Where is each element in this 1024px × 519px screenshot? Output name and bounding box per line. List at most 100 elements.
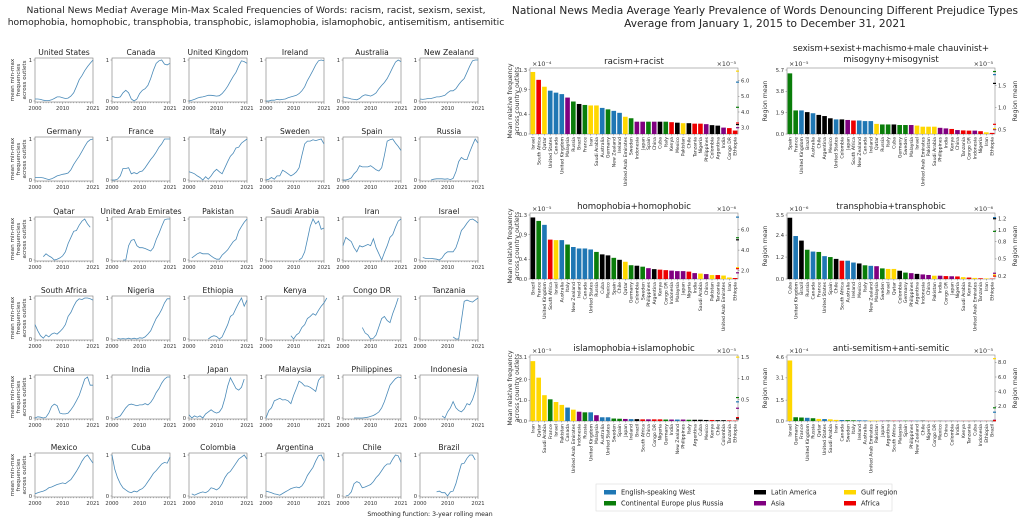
category-label: Ethiopia [733, 137, 739, 156]
category-label: Italy [851, 424, 857, 434]
panel-title: Congo DR [353, 286, 391, 295]
x-tick-label: 2010 [364, 423, 377, 429]
bar [903, 272, 908, 279]
y-tick-label: 3.1 [776, 376, 784, 382]
y-tick-label: 1 [183, 375, 186, 381]
bar [885, 268, 891, 279]
right-tick-label: 8.0 [998, 360, 1006, 366]
category-label: Sweden [880, 282, 886, 300]
category-label: Ireland [868, 137, 874, 153]
category-label: Tanzania [727, 424, 733, 445]
category-label: Brazil [805, 137, 811, 150]
bar [692, 123, 697, 134]
x-tick-label: 2010 [441, 265, 454, 271]
panel-frame [111, 295, 171, 341]
panel-title: Israel [439, 207, 460, 216]
right-tick-label: 1.0 [741, 376, 749, 382]
category-label: Germany [903, 282, 909, 303]
y-tick-label: 0 [183, 494, 186, 500]
category-label: Spain [611, 282, 617, 295]
category-label: Pakistan [710, 282, 716, 301]
category-label: Malaysia [565, 137, 571, 157]
category-label: Ireland [857, 424, 863, 440]
y-axis-label-line: mean min-max [10, 453, 16, 496]
bar [799, 110, 804, 134]
bar [709, 419, 715, 421]
bar-panel-title: racism+racist [604, 57, 664, 67]
bar [978, 278, 983, 279]
category-label: Philippines [646, 281, 652, 306]
category-label: Sweden [640, 282, 646, 300]
x-tick-label: 2010 [210, 265, 223, 271]
right-tick-label: 4.0 [998, 389, 1006, 395]
y-tick-label: 2.4 [776, 233, 785, 239]
x-tick-label: 2000 [413, 501, 426, 507]
category-label: Congo DR [727, 136, 733, 160]
bar [605, 417, 611, 421]
panel-frame [111, 216, 171, 262]
y-tick-label: 1 [414, 375, 417, 381]
series-line [265, 454, 325, 496]
bar [862, 420, 868, 421]
x-tick-label: 2021 [394, 501, 407, 507]
y-tick-label: 0 [29, 416, 32, 422]
category-label: India [955, 424, 961, 435]
category-label: India [692, 282, 698, 293]
category-label: United Arab Emirates [571, 423, 577, 473]
category-label: South Africa [851, 137, 857, 165]
category-label: Qatar [892, 282, 898, 295]
x-tick-label: 2010 [287, 265, 300, 271]
category-label: Tanzania [692, 137, 698, 158]
x-tick-label: 2000 [28, 344, 41, 350]
bar [536, 377, 541, 421]
panel-title: Nigeria [127, 286, 154, 295]
x-tick-label: 2010 [56, 106, 69, 112]
y-tick-label: 1 [260, 296, 263, 302]
bar [576, 411, 582, 421]
left-scale-label: ×10⁻⁴ [789, 347, 809, 355]
x-tick-label: 2021 [394, 423, 407, 429]
y-axis-label-line: across outlets [22, 219, 28, 258]
category-label: Tanzania [978, 282, 984, 303]
category-label: United States [834, 136, 840, 168]
bar [542, 86, 547, 134]
bar [833, 419, 839, 421]
x-tick-label: 2000 [182, 106, 195, 112]
line-panel: Iran 2000 2010 2021 0 1 [336, 207, 407, 271]
y-axis-label-line: mean min-max [10, 58, 16, 101]
category-label: Tanzania [967, 424, 973, 445]
bar-panel: homophobia+homophobic ×10⁻⁵ ×10⁻⁶ 0.0 0.4 0.9… [507, 202, 749, 331]
category-label: Malaysia [874, 282, 880, 302]
x-tick-label: 2010 [364, 185, 377, 191]
legend-item: Gulf region [844, 489, 897, 497]
smoothing-note: Smoothing function: 3-year rolling mean [367, 511, 492, 518]
category-label: Brazil [531, 282, 537, 295]
series-line [419, 59, 478, 100]
y-tick-label: 0 [414, 99, 417, 105]
x-tick-label: 2010 [441, 501, 454, 507]
legend-item: Africa [844, 500, 880, 508]
bar [576, 103, 582, 134]
x-tick-label: 2010 [56, 265, 69, 271]
x-tick-label: 2010 [441, 185, 454, 191]
panel-frame [188, 452, 248, 498]
x-tick-label: 2000 [259, 106, 272, 112]
bar [833, 119, 839, 134]
y-axis-label-line: frequencies [16, 64, 22, 97]
panel-frame [529, 67, 739, 135]
category-label: China [652, 137, 658, 150]
bar [553, 92, 559, 134]
line-panel: Australia 2000 2010 2021 0 1 [336, 48, 407, 112]
x-tick-label: 2021 [317, 344, 330, 350]
y-tick-label: 0 [337, 178, 340, 184]
bar [657, 269, 663, 279]
panel-frame [265, 374, 325, 420]
category-label: Saudi Arabia [542, 424, 548, 453]
category-label: Colombia [635, 282, 641, 304]
x-tick-label: 2000 [336, 501, 349, 507]
category-label: South Africa [548, 282, 554, 310]
bar [623, 116, 628, 134]
panel-title: Qatar [53, 207, 75, 216]
